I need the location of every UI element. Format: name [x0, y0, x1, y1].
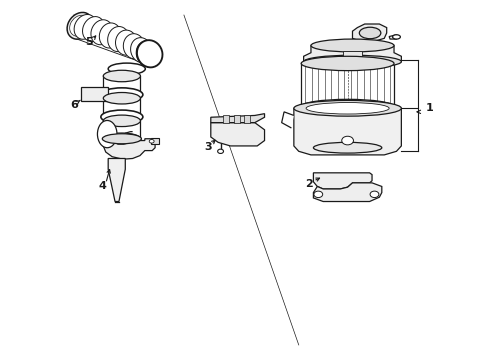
Ellipse shape — [311, 39, 394, 52]
Ellipse shape — [108, 63, 146, 75]
Polygon shape — [304, 45, 401, 62]
Text: 5: 5 — [85, 37, 93, 47]
Bar — [234, 116, 240, 123]
Text: 6: 6 — [70, 100, 78, 110]
Bar — [343, 51, 362, 57]
Polygon shape — [352, 24, 387, 42]
Ellipse shape — [314, 191, 323, 198]
Ellipse shape — [74, 14, 97, 39]
Text: 3: 3 — [204, 141, 212, 152]
Ellipse shape — [392, 35, 400, 39]
Ellipse shape — [101, 88, 143, 102]
Bar — [81, 87, 108, 101]
Text: 4: 4 — [98, 181, 106, 191]
Bar — [223, 116, 229, 123]
Polygon shape — [294, 108, 401, 155]
Ellipse shape — [101, 110, 143, 124]
Polygon shape — [211, 123, 265, 146]
Ellipse shape — [103, 70, 141, 82]
Polygon shape — [211, 114, 265, 123]
Ellipse shape — [103, 90, 141, 102]
Ellipse shape — [102, 134, 142, 144]
Polygon shape — [103, 134, 155, 159]
Polygon shape — [108, 158, 125, 202]
Ellipse shape — [131, 38, 152, 63]
Polygon shape — [389, 35, 399, 39]
Ellipse shape — [359, 27, 381, 39]
Ellipse shape — [103, 112, 141, 124]
Ellipse shape — [314, 142, 382, 153]
Ellipse shape — [116, 30, 137, 55]
Text: 2: 2 — [305, 179, 313, 189]
Ellipse shape — [70, 15, 90, 36]
Ellipse shape — [342, 136, 353, 145]
Text: 1: 1 — [426, 103, 434, 113]
Ellipse shape — [103, 133, 141, 144]
Ellipse shape — [82, 17, 104, 41]
Ellipse shape — [301, 99, 394, 114]
Ellipse shape — [103, 115, 141, 127]
Ellipse shape — [103, 93, 141, 104]
Ellipse shape — [137, 41, 158, 66]
Polygon shape — [282, 112, 294, 128]
Ellipse shape — [123, 34, 145, 59]
Ellipse shape — [370, 191, 379, 198]
Bar — [151, 138, 159, 144]
Ellipse shape — [137, 40, 163, 67]
Bar — [244, 116, 250, 123]
Ellipse shape — [218, 149, 223, 153]
Polygon shape — [314, 183, 382, 202]
Ellipse shape — [67, 13, 93, 39]
Polygon shape — [314, 173, 372, 189]
Ellipse shape — [99, 23, 121, 48]
Ellipse shape — [149, 139, 154, 143]
Ellipse shape — [304, 55, 401, 68]
Ellipse shape — [306, 103, 389, 114]
Ellipse shape — [294, 100, 401, 116]
Ellipse shape — [108, 27, 129, 51]
Ellipse shape — [98, 121, 117, 148]
Ellipse shape — [91, 20, 113, 45]
Ellipse shape — [301, 56, 394, 71]
